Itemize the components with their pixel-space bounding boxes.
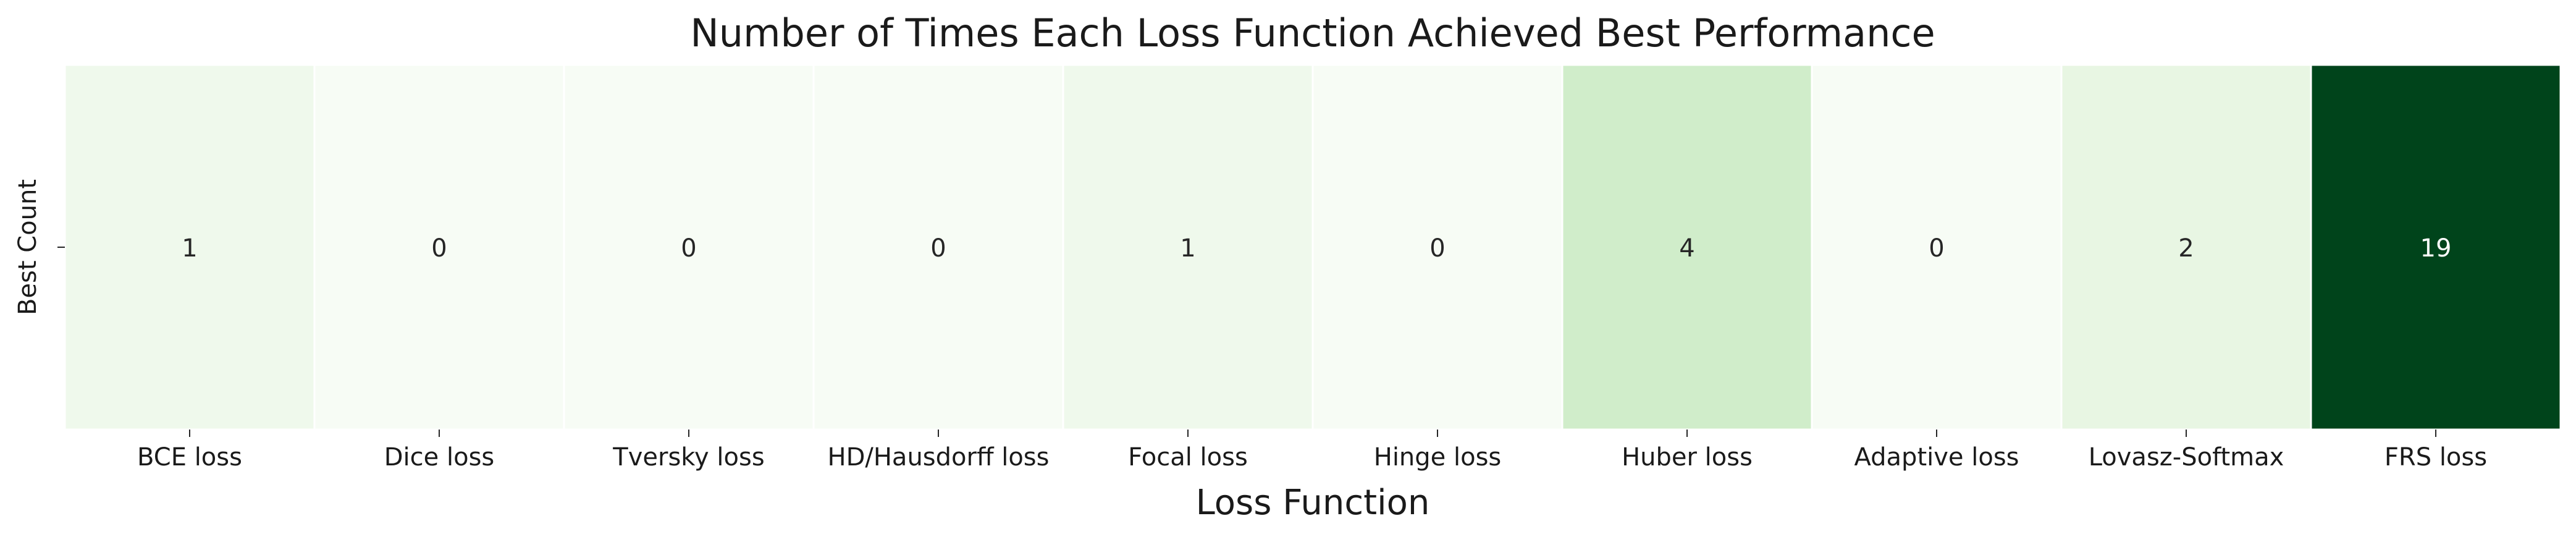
cell-value-label: 0 [431, 234, 447, 263]
x-tick-label: BCE loss [137, 443, 242, 472]
cell-value-label: 19 [2420, 234, 2452, 263]
heatmap-cell [1811, 64, 2063, 431]
chart-title: Number of Times Each Loss Function Achie… [690, 11, 1935, 56]
y-axis-ticks: Best Count [14, 179, 65, 315]
x-tick-label: Focal loss [1128, 443, 1248, 472]
x-tick-label: Tversky loss [612, 443, 764, 472]
x-tick-label: Hinge loss [1374, 443, 1502, 472]
cell-value-label: 0 [681, 234, 696, 263]
x-tick-label: Dice loss [384, 443, 495, 472]
x-axis-ticks: BCE loss Dice loss Tversky loss HD/Hausdorf… [137, 430, 2487, 472]
heatmap-cell [1561, 64, 1813, 431]
heatmap-cell [812, 64, 1064, 431]
y-tick-label: Best Count [14, 179, 42, 315]
heatmap-cell [563, 64, 815, 431]
heatmap-cell [1311, 64, 1564, 431]
x-tick-label: Adaptive loss [1854, 443, 2019, 472]
cell-value-label: 2 [2178, 234, 2194, 263]
cell-value-label: 1 [182, 234, 197, 263]
x-tick-label: HD/Hausdorff loss [828, 443, 1050, 472]
heatmap-cell [2310, 64, 2562, 431]
x-tick-label: Huber loss [1622, 443, 1753, 472]
heatmap-cell [1062, 64, 1314, 431]
x-tick-label: Lovasz-Softmax [2089, 443, 2284, 472]
heatmap-cells: 1 0 0 0 1 0 4 0 2 19 [64, 64, 2562, 431]
x-tick-label: FRS loss [2384, 443, 2487, 472]
cell-value-label: 0 [930, 234, 946, 263]
cell-value-label: 0 [1929, 234, 1944, 263]
cell-value-label: 4 [1679, 234, 1694, 263]
cell-value-label: 1 [1180, 234, 1195, 263]
x-axis-label: Loss Function [1196, 483, 1430, 523]
cell-value-label: 0 [1429, 234, 1445, 263]
heatmap-cell [64, 64, 316, 431]
heatmap-cell [313, 64, 565, 431]
